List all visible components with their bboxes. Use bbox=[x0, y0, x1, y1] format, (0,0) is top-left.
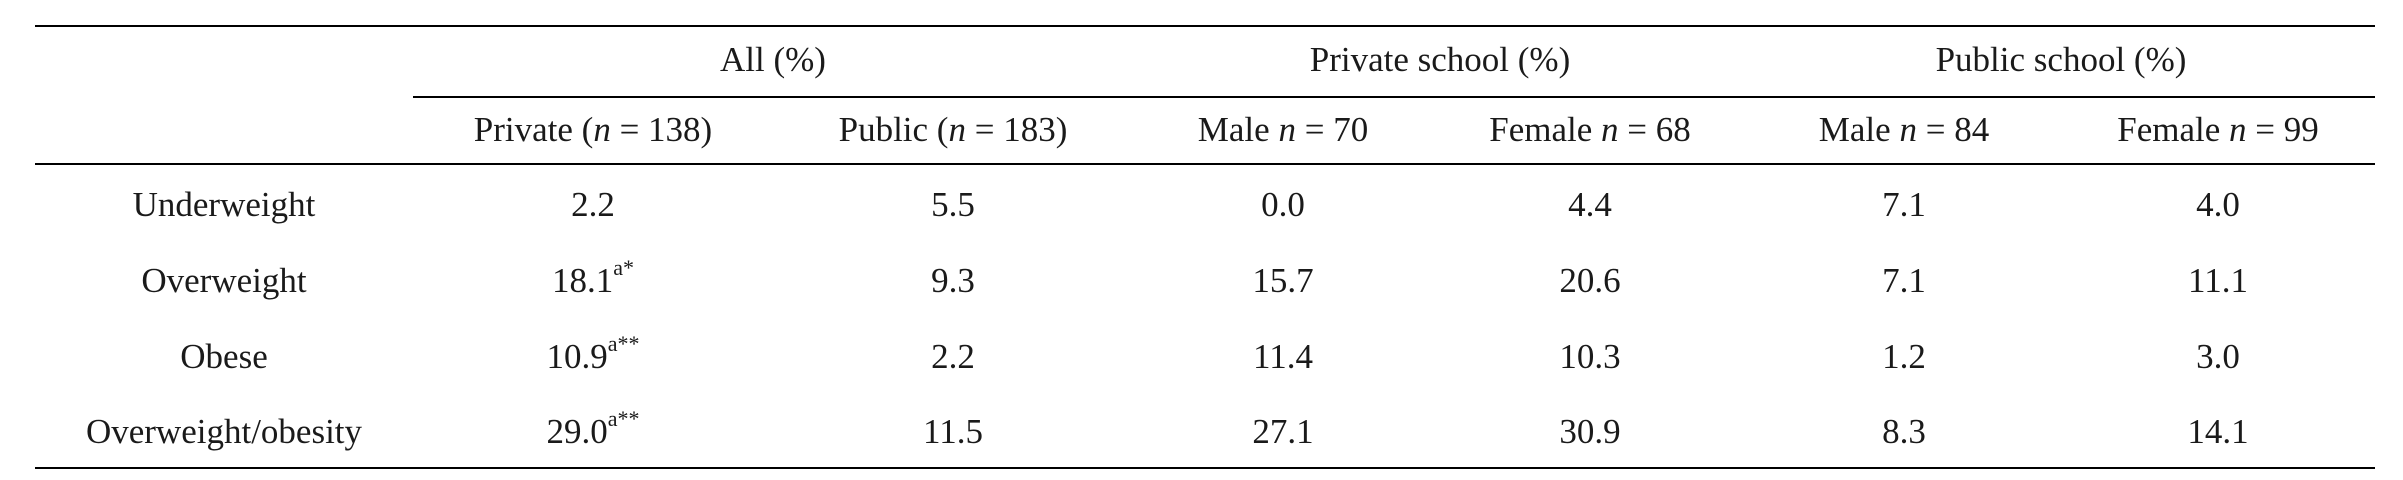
top-rule bbox=[35, 25, 2375, 27]
cell-overweight-public-female: 11.1 bbox=[2188, 261, 2248, 300]
cell-obese-public-male: 1.2 bbox=[1882, 337, 1926, 376]
cell-obese-private: 10.9a** bbox=[546, 331, 640, 376]
cell-overweight-obesity-public-male: 8.3 bbox=[1882, 412, 1926, 451]
cell-overweight-obesity-public: 11.5 bbox=[923, 412, 983, 451]
bottom-rule bbox=[35, 467, 2375, 469]
cell-obese-private-female: 10.3 bbox=[1559, 337, 1621, 376]
sub-header-public-male: Male n = 84 bbox=[1818, 110, 1990, 149]
group-header-public-school: Public school (%) bbox=[1935, 40, 2187, 79]
sub-header-private: Private (n = 138) bbox=[473, 110, 713, 149]
cell-obese-public-female: 3.0 bbox=[2196, 337, 2240, 376]
cell-overweight-obesity-private-female: 30.9 bbox=[1559, 412, 1621, 451]
sub-header-private-female: Female n = 68 bbox=[1489, 110, 1691, 149]
sub-header-private-male: Male n = 70 bbox=[1197, 110, 1369, 149]
cell-underweight-public-female: 4.0 bbox=[2196, 185, 2240, 224]
cell-underweight-public: 5.5 bbox=[931, 185, 975, 224]
cell-underweight-private: 2.2 bbox=[571, 185, 615, 224]
cell-overweight-obesity-private-male: 27.1 bbox=[1252, 412, 1314, 451]
row-label-obese: Obese bbox=[180, 337, 268, 376]
group-header-rule bbox=[413, 96, 2375, 98]
cell-overweight-obesity-private: 29.0a** bbox=[546, 406, 640, 451]
cell-underweight-private-male: 0.0 bbox=[1261, 185, 1305, 224]
cell-overweight-obesity-public-female: 14.1 bbox=[2187, 412, 2249, 451]
row-label-underweight: Underweight bbox=[132, 185, 316, 224]
group-header-all: All (%) bbox=[720, 40, 826, 79]
header-bottom-rule bbox=[35, 163, 2375, 165]
sub-header-public-female: Female n = 99 bbox=[2117, 110, 2319, 149]
cell-underweight-private-female: 4.4 bbox=[1568, 185, 1612, 224]
cell-underweight-public-male: 7.1 bbox=[1882, 185, 1926, 224]
row-label-overweight: Overweight bbox=[141, 261, 307, 300]
cell-overweight-private: 18.1a* bbox=[551, 255, 634, 300]
cell-overweight-private-female: 20.6 bbox=[1559, 261, 1621, 300]
row-label-overweight-obesity: Overweight/obesity bbox=[85, 412, 363, 451]
cell-overweight-public: 9.3 bbox=[931, 261, 975, 300]
cell-overweight-private-male: 15.7 bbox=[1252, 261, 1314, 300]
cell-obese-public: 2.2 bbox=[931, 337, 975, 376]
group-header-private-school: Private school (%) bbox=[1309, 40, 1571, 79]
sub-header-public: Public (n = 183) bbox=[838, 110, 1068, 149]
cell-obese-private-male: 11.4 bbox=[1253, 337, 1313, 376]
cell-overweight-public-male: 7.1 bbox=[1882, 261, 1926, 300]
